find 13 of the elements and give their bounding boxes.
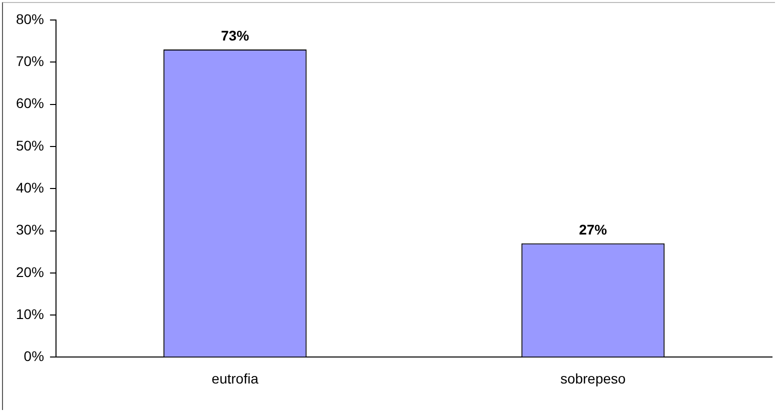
y-tick-label: 10%: [16, 306, 44, 322]
y-tick-label: 70%: [16, 53, 44, 70]
y-tick-label: 60%: [16, 95, 44, 112]
y-tick-label: 50%: [16, 137, 44, 154]
y-tick-label: 30%: [16, 222, 44, 238]
data-label: 27%: [578, 221, 608, 238]
y-tick-label: 0%: [24, 348, 44, 364]
y-tick-label: 20%: [16, 264, 44, 280]
data-label: 73%: [221, 27, 250, 44]
y-tick-label: 80%: [16, 10, 44, 27]
x-tick-label: eutrofia: [212, 370, 259, 386]
x-tick-label: sobrepeso: [560, 370, 626, 386]
y-tick-label: 40%: [16, 179, 44, 196]
